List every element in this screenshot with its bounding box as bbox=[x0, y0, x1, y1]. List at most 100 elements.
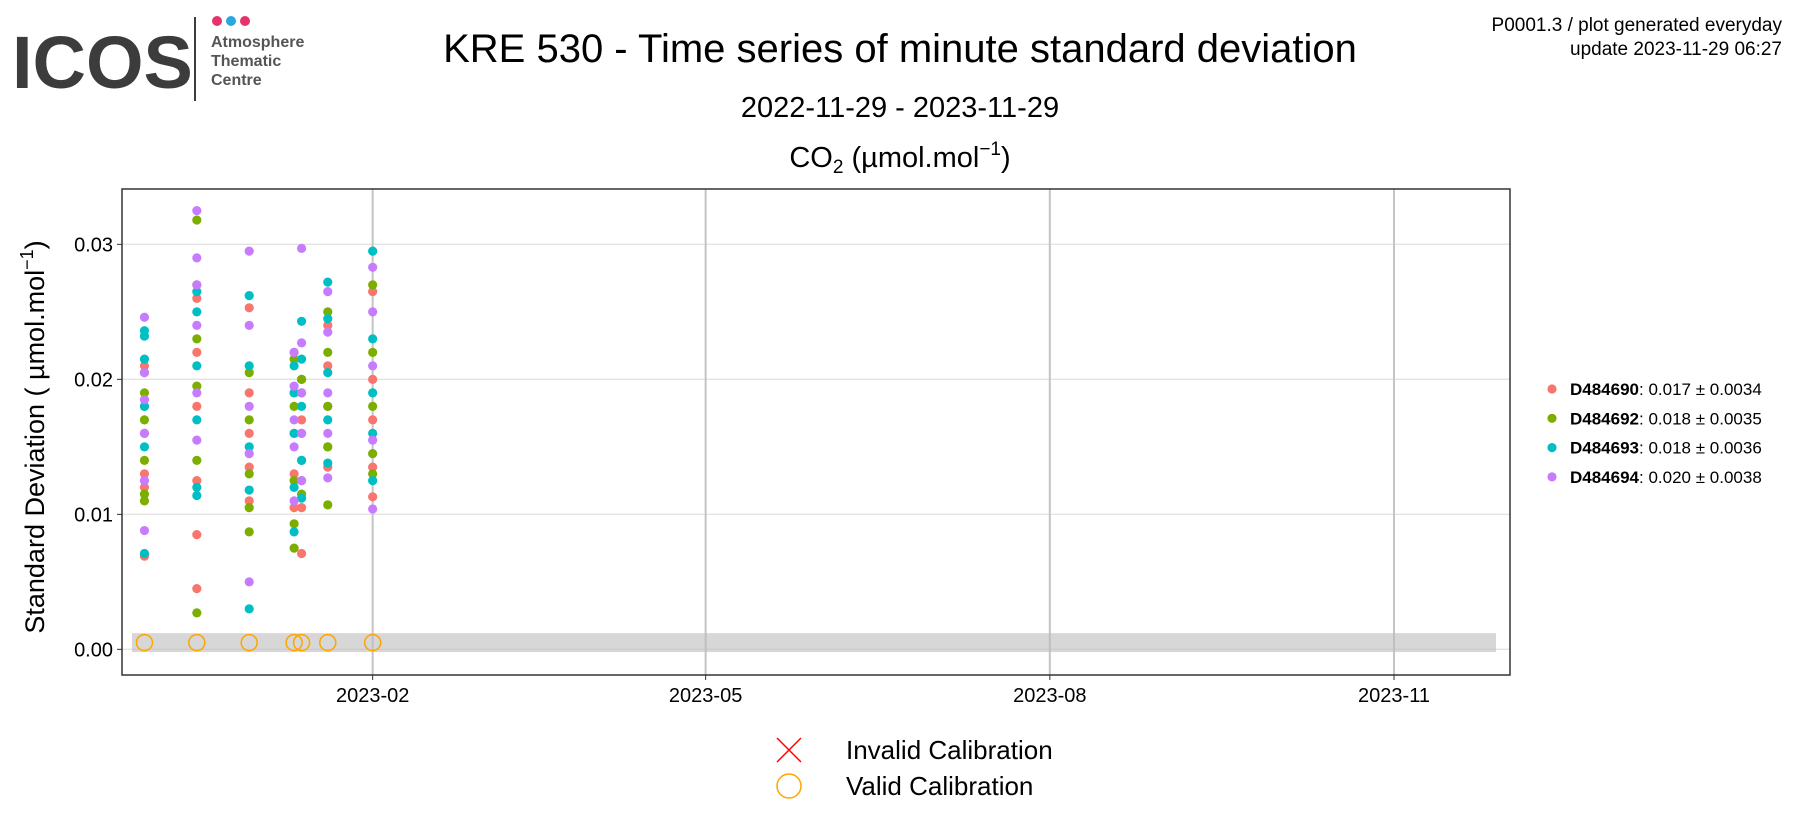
data-point bbox=[368, 280, 378, 290]
data-point bbox=[192, 347, 202, 357]
data-point bbox=[289, 381, 299, 391]
data-point bbox=[323, 500, 333, 510]
data-point bbox=[323, 428, 333, 438]
data-point bbox=[192, 293, 202, 303]
legend-summary: : 0.020 ± 0.0038 bbox=[1639, 468, 1762, 487]
data-point bbox=[139, 368, 150, 378]
info: P0001.3 / plot generated everyday bbox=[1492, 15, 1783, 36]
logo-line: Atmosphere bbox=[211, 34, 304, 51]
data-point bbox=[192, 490, 202, 501]
data-point bbox=[296, 548, 307, 559]
data-point bbox=[192, 253, 202, 263]
calibration-marker bbox=[240, 633, 258, 652]
data-point bbox=[323, 314, 333, 324]
data-point bbox=[289, 482, 299, 492]
data-point bbox=[244, 303, 254, 313]
data-point bbox=[296, 415, 307, 425]
logo-dot bbox=[212, 16, 222, 26]
legend-name: D484693 bbox=[1570, 439, 1639, 458]
data-point bbox=[368, 361, 378, 371]
data-point bbox=[289, 469, 299, 479]
data-point bbox=[244, 415, 254, 425]
data-point bbox=[296, 455, 307, 465]
data-point bbox=[244, 604, 254, 614]
logo-dot bbox=[240, 16, 250, 26]
data-point bbox=[192, 280, 202, 290]
data-point bbox=[368, 401, 378, 411]
panel-title-sup: −1 bbox=[979, 139, 1001, 160]
data-point bbox=[368, 262, 378, 272]
data-point bbox=[192, 455, 202, 465]
x-tick-label: 2023-05 bbox=[669, 685, 742, 707]
data-point bbox=[139, 476, 150, 486]
data-point bbox=[139, 388, 150, 398]
data-point bbox=[139, 395, 150, 405]
plot-area bbox=[121, 188, 1511, 676]
reference-band bbox=[132, 633, 1496, 653]
data-point bbox=[244, 469, 254, 479]
data-point bbox=[244, 462, 254, 472]
data-point bbox=[139, 469, 150, 479]
data-point bbox=[192, 287, 202, 297]
x-tick-label: 2023-02 bbox=[336, 685, 409, 707]
data-point bbox=[323, 415, 333, 425]
data-point bbox=[192, 476, 202, 486]
legend-marker bbox=[1547, 384, 1557, 394]
panel-title-part: (µmol.mol bbox=[843, 142, 979, 174]
data-point bbox=[368, 246, 378, 256]
data-point bbox=[192, 361, 202, 371]
data-point bbox=[244, 485, 254, 495]
data-point bbox=[244, 527, 254, 537]
data-point bbox=[139, 401, 150, 411]
logo-dot bbox=[226, 16, 236, 26]
data-point bbox=[296, 428, 307, 438]
y-axis-label: Standard Deviation ( µmol.mol−1) bbox=[17, 240, 50, 633]
data-point bbox=[139, 455, 150, 465]
data-point bbox=[139, 525, 150, 536]
legend-summary: : 0.017 ± 0.0034 bbox=[1639, 380, 1762, 399]
data-point bbox=[244, 577, 254, 587]
data-point bbox=[244, 368, 254, 378]
calibration-marker bbox=[292, 633, 311, 652]
data-point bbox=[139, 548, 150, 559]
data-point bbox=[368, 307, 378, 317]
data-point bbox=[296, 243, 307, 253]
data-point bbox=[323, 307, 333, 317]
y-label-sup: −1 bbox=[17, 249, 37, 270]
legend-marker bbox=[1547, 413, 1557, 423]
legend-name: D484692 bbox=[1570, 409, 1639, 428]
data-point bbox=[296, 476, 307, 486]
legend-summary: : 0.018 ± 0.0036 bbox=[1639, 439, 1762, 458]
data-point bbox=[244, 401, 254, 411]
legend-name: D484690 bbox=[1570, 380, 1639, 399]
calibration-marker bbox=[188, 633, 206, 652]
data-point bbox=[296, 354, 307, 364]
data-point bbox=[323, 327, 333, 337]
y-tick-label: 0.01 bbox=[74, 504, 113, 526]
data-point bbox=[192, 320, 202, 330]
data-point bbox=[139, 442, 150, 452]
legend-name: D484694 bbox=[1570, 468, 1640, 487]
data-point bbox=[368, 287, 378, 297]
data-point bbox=[323, 473, 333, 483]
data-point bbox=[244, 428, 254, 438]
y-tick-label: 0.03 bbox=[74, 234, 113, 256]
data-point bbox=[368, 449, 378, 459]
calibration-marker bbox=[285, 633, 303, 652]
panel-title-part: CO bbox=[789, 142, 833, 174]
data-point bbox=[296, 338, 307, 348]
data-point bbox=[296, 401, 307, 411]
data-point bbox=[368, 492, 378, 502]
data-point bbox=[368, 435, 378, 445]
x-tick-label: 2023-11 bbox=[1358, 685, 1430, 707]
data-point bbox=[192, 584, 202, 594]
data-point bbox=[368, 469, 378, 479]
data-point bbox=[323, 442, 333, 452]
data-point bbox=[289, 519, 299, 529]
calibration-marker bbox=[319, 633, 337, 652]
data-point bbox=[244, 442, 254, 452]
data-point bbox=[244, 388, 254, 398]
data-point bbox=[368, 334, 378, 344]
